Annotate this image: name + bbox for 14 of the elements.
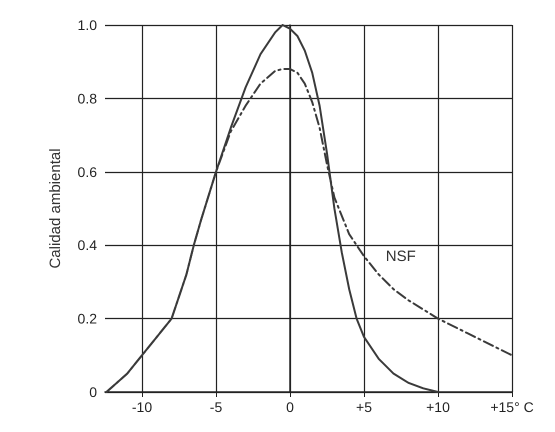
y-tick-label: 1.0 xyxy=(78,17,98,33)
y-tick-label: 0.2 xyxy=(78,310,98,327)
y-axis-title: Calidad ambiental xyxy=(47,148,64,269)
y-tick-label: 0.6 xyxy=(78,164,98,180)
x-tick-label: 0 xyxy=(286,399,294,415)
x-tick-label: +15° C xyxy=(490,399,534,415)
x-tick-label: -5 xyxy=(210,399,222,415)
series-label: NSF xyxy=(386,248,416,266)
x-tick-label: +5 xyxy=(356,399,372,415)
x-tick-label: -10 xyxy=(132,399,152,415)
x-tick-label: +10 xyxy=(426,399,450,415)
y-tick-label: 0.4 xyxy=(78,237,98,254)
y-tick-label: 0.8 xyxy=(78,90,98,106)
y-tick-label: 0 xyxy=(89,384,98,400)
